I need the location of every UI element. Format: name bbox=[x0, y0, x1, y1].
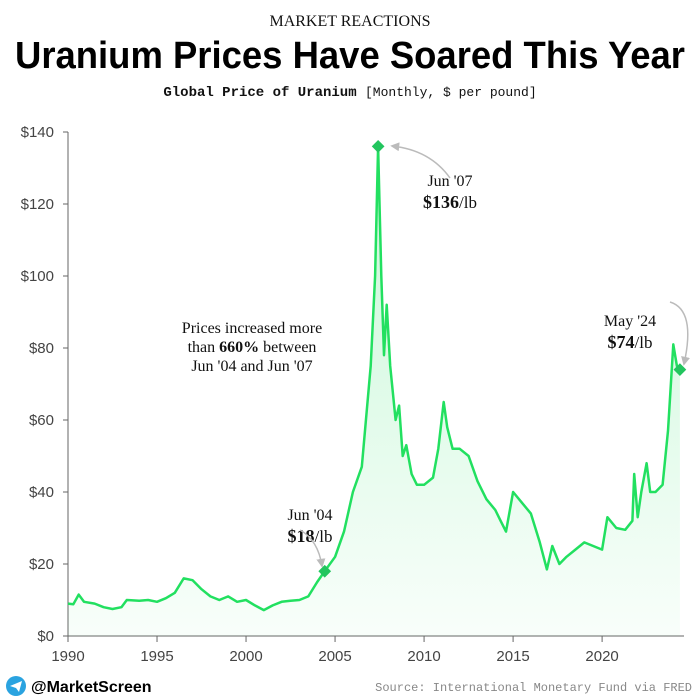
annotation-date: May '24 bbox=[604, 313, 656, 330]
note-line: than 660% between bbox=[188, 339, 317, 356]
y-tick-label: $40 bbox=[29, 484, 54, 501]
highlight-marker bbox=[371, 140, 385, 153]
y-tick-label: $80 bbox=[29, 340, 54, 357]
note-word: than bbox=[188, 339, 216, 356]
y-tick-label: $0 bbox=[37, 628, 54, 645]
arrow bbox=[669, 301, 690, 366]
note-bold: 660% bbox=[219, 339, 259, 356]
note-line: Jun '04 and Jun '07 bbox=[191, 358, 312, 375]
arrow bbox=[299, 529, 326, 568]
x-tick-label: 2010 bbox=[407, 648, 440, 665]
note-word: between bbox=[263, 339, 316, 356]
subtitle-note: [Monthly, $ per pound] bbox=[365, 85, 537, 100]
y-tick-label: $120 bbox=[21, 196, 54, 213]
plot: $0 $20 $40 $60 $80 $100 $120 $140 1990 1995 2000 20… bbox=[21, 124, 687, 665]
annotation-price-value: $18 bbox=[288, 526, 315, 546]
annotation-date: Jun '07 bbox=[427, 173, 472, 190]
chart-title: Uranium Prices Have Soared This Year bbox=[15, 35, 685, 77]
note-line: Prices increased more bbox=[182, 320, 322, 337]
arrow bbox=[390, 142, 451, 179]
source: Source: International Monetary Fund via … bbox=[375, 681, 692, 695]
x-tick-label: 1995 bbox=[140, 648, 173, 665]
annotation-price-value: $74 bbox=[608, 332, 635, 352]
y-tick-label: $20 bbox=[29, 556, 54, 573]
annotation-price: $74/lb bbox=[608, 332, 653, 352]
area bbox=[68, 146, 680, 636]
kicker: MARKET REACTIONS bbox=[269, 13, 430, 30]
annotation-unit: /lb bbox=[315, 527, 333, 546]
annotation-unit: /lb bbox=[635, 333, 653, 352]
annotation-price: $136/lb bbox=[423, 192, 477, 212]
y-tick-label: $140 bbox=[21, 124, 54, 141]
x-tick-label: 2015 bbox=[496, 648, 529, 665]
x-tick-label: 2020 bbox=[585, 648, 618, 665]
annotation-unit: /lb bbox=[459, 193, 477, 212]
x-tick-label: 1990 bbox=[51, 648, 84, 665]
x-tick-label: 2005 bbox=[318, 648, 351, 665]
y-tick-label: $100 bbox=[21, 268, 54, 285]
subtitle: Global Price of Uranium [Monthly, $ per … bbox=[163, 85, 536, 101]
annotation-date: Jun '04 bbox=[287, 507, 332, 524]
line bbox=[67, 145, 681, 612]
telegram-plane bbox=[10, 681, 22, 692]
annotation-price: $18/lb bbox=[288, 526, 333, 546]
subtitle-main: Global Price of Uranium bbox=[163, 85, 356, 101]
y-tick-label: $60 bbox=[29, 412, 54, 429]
annotation-price-value: $136 bbox=[423, 192, 459, 212]
x-tick-label: 2000 bbox=[229, 648, 262, 665]
handle: @MarketScreen bbox=[31, 679, 152, 696]
